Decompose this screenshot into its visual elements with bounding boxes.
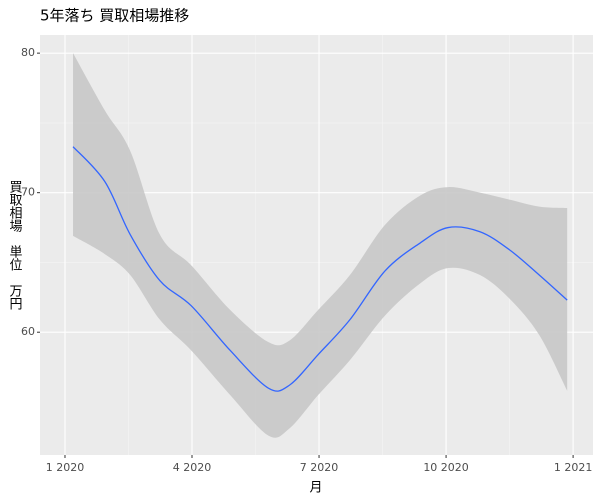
x-tick-label: 4 2020 <box>173 461 212 474</box>
line <box>72 146 568 392</box>
x-axis-title: 月 <box>309 481 322 496</box>
x-tick-label: 10 2020 <box>423 461 469 474</box>
y-tick-label: 60 <box>21 325 35 338</box>
chart-title: 5年落ち 買取相場推移 <box>40 7 189 25</box>
confidence-band <box>73 53 568 438</box>
y-tick-label: 80 <box>21 46 35 59</box>
y-tick-label: 70 <box>21 186 35 199</box>
x-tick-label: 1 2020 <box>46 461 85 474</box>
y-axis-title: 買取相場 単位 万円 <box>7 180 23 310</box>
x-tick-label: 1 2021 <box>554 461 593 474</box>
x-tick-label: 7 2020 <box>300 461 339 474</box>
